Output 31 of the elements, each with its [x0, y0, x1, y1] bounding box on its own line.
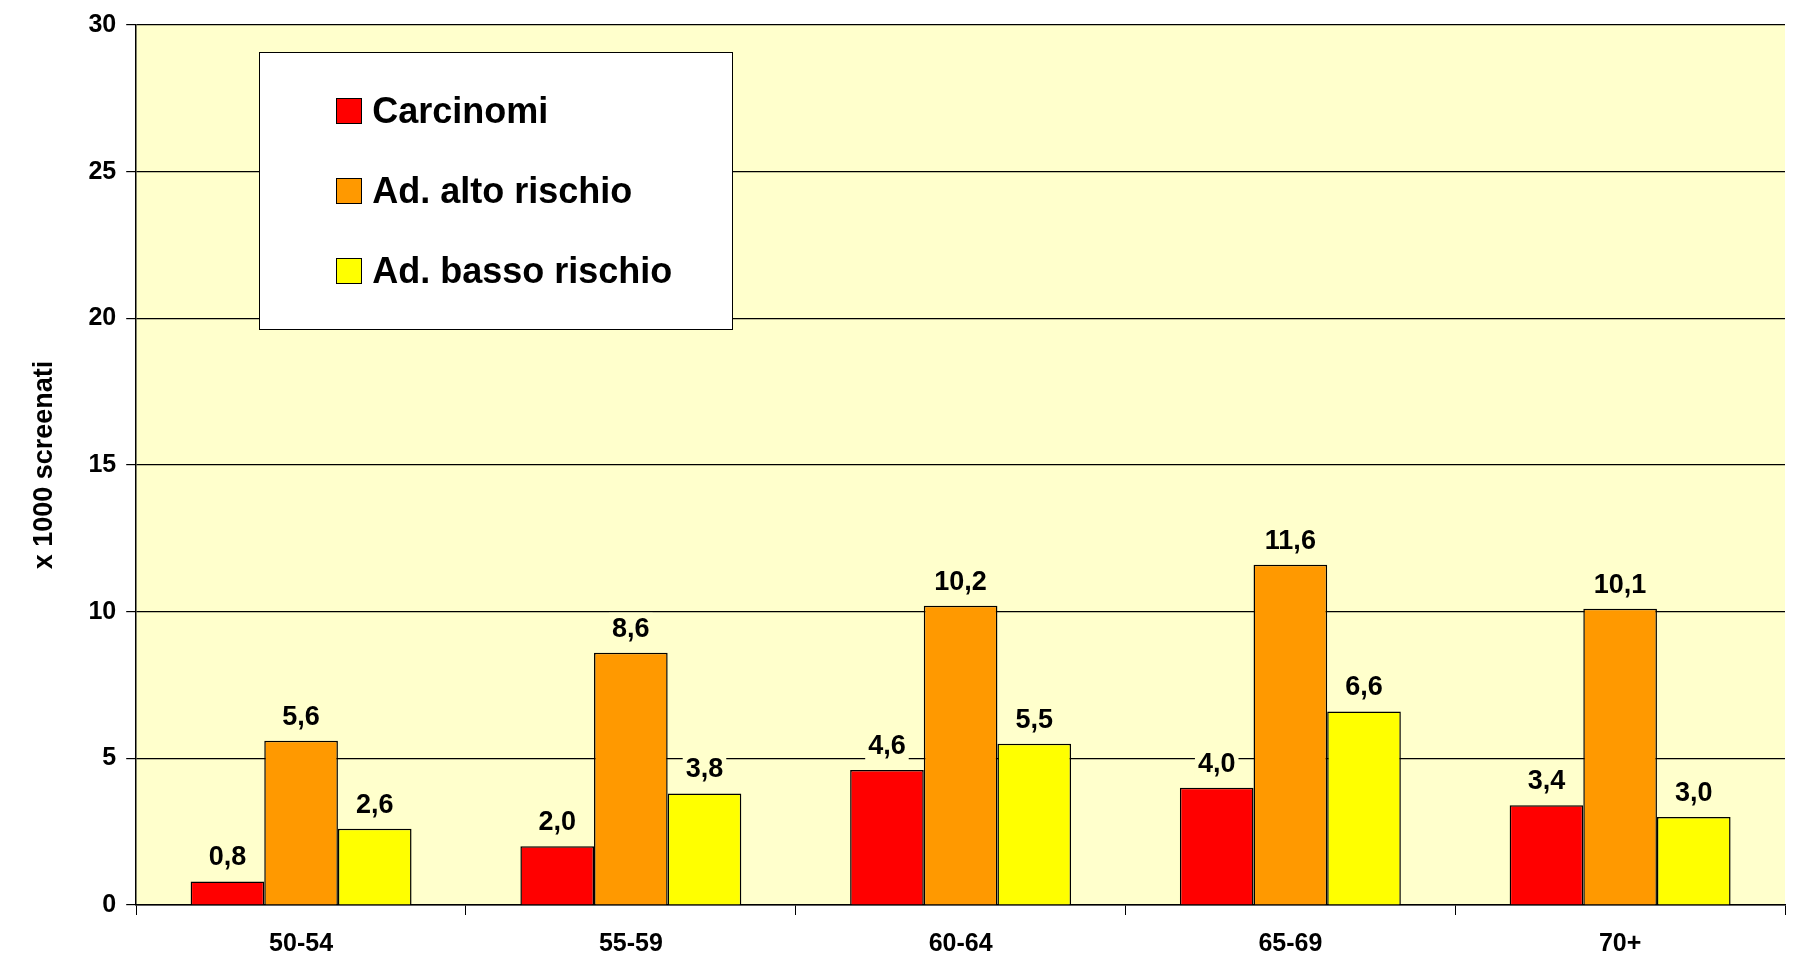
data-label: 2,6: [355, 788, 394, 819]
data-label: 5,6: [282, 700, 320, 731]
legend-label: Carcinomi: [372, 90, 549, 132]
x-tick-label: 60-64: [928, 927, 993, 956]
data-label: 4,0: [1197, 747, 1236, 778]
y-tick-label: 5: [102, 742, 117, 771]
data-label: 4,6: [868, 730, 906, 761]
y-tick-label: 20: [88, 302, 117, 331]
data-label: 10,1: [1593, 568, 1647, 599]
data-label: 11,6: [1264, 524, 1316, 555]
data-label: 6,6: [1345, 671, 1383, 702]
data-label: 3,0: [1674, 776, 1713, 807]
legend-label: Ad. alto rischio: [372, 170, 633, 212]
data-label: 3,4: [1527, 765, 1566, 796]
y-axis-title: x 1000 screenati: [27, 360, 58, 570]
legend-label: Ad. basso rischio: [372, 250, 673, 292]
x-tick-label: 65-69: [1258, 927, 1323, 956]
y-tick-label: 0: [102, 888, 117, 917]
x-tick-label: 50-54: [269, 927, 334, 956]
data-label: 2,0: [538, 806, 576, 837]
data-label: 8,6: [612, 612, 650, 643]
data-label: 0,8: [208, 841, 247, 872]
y-tick-label: 10: [88, 595, 117, 624]
data-label: 3,8: [685, 753, 724, 784]
x-tick-label: 55-59: [598, 927, 663, 956]
y-tick-label: 30: [88, 8, 117, 37]
y-tick-label: 15: [88, 448, 117, 477]
x-tick-label: 70+: [1598, 927, 1642, 956]
data-label: 5,5: [1015, 703, 1054, 734]
data-label: 10,2: [934, 565, 987, 596]
y-tick-label: 25: [88, 155, 117, 184]
